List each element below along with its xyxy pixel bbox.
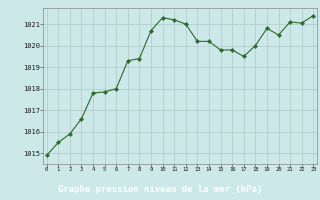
Text: Graphe pression niveau de la mer (hPa): Graphe pression niveau de la mer (hPa) — [58, 185, 262, 194]
